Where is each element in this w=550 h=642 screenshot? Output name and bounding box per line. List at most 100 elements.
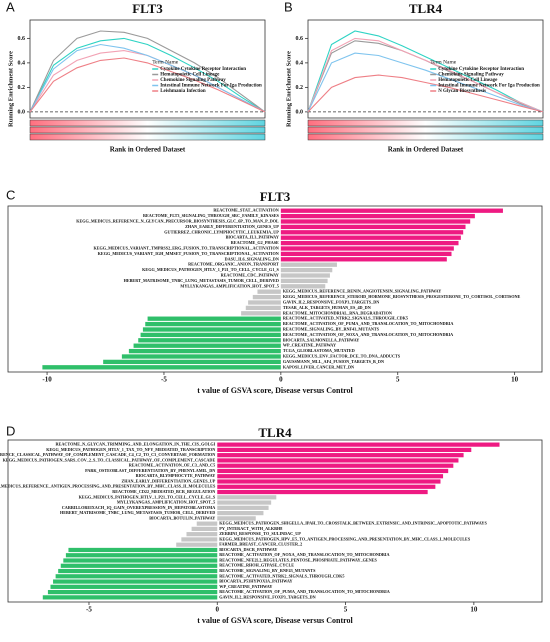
- bar-label: MYLLYKANGAS_AMPLIFICATION_HOT_SPOT_5: [180, 283, 278, 288]
- bar-label: REACTOME_ACTIVATION_OF_NOXA_AND_TRANSLOC…: [219, 552, 389, 557]
- bar: [42, 595, 218, 600]
- bar-label: REACTOME_NFE2L2_REGULATES_PENTOSE_PHOSPH…: [219, 557, 377, 562]
- bar: [186, 532, 218, 537]
- bar-label: HEBERT_MATRISOME_TNBC_LUNG_METASTASIS_TU…: [60, 510, 215, 515]
- bar-label: ZHAN_EARLY_DIFFERENTIATION_GENES_UP: [185, 224, 279, 229]
- rank-strip: [307, 119, 544, 127]
- bar: [217, 458, 459, 463]
- bar: [217, 516, 256, 521]
- y-axis-label: Running Enrichment Score: [7, 51, 14, 127]
- x-tick-label: 0: [279, 376, 283, 384]
- panel-label: A: [6, 0, 15, 14]
- bar-label: BIOCARTA_P53HYPOXIA_PATHWAY: [219, 579, 292, 584]
- bar: [63, 558, 218, 563]
- bar-label: REACTOME_FLT3_SIGNALING_THROUGH_SRC_FAMI…: [143, 213, 280, 218]
- bar-label: KEGG_MEDICUS_VARIANT_IGH_MMSET_FUSION_TO…: [98, 251, 279, 256]
- bar: [50, 584, 218, 589]
- bar-label: KEGG_MEDICUS_REFERENCE_STEROID_HORMONE_B…: [283, 294, 521, 299]
- legend-title: Term Name: [152, 59, 179, 65]
- bar: [280, 208, 503, 213]
- bar-label: KEGG_MEDICUS_PATHOGEN_SHIGELLA_IPAH_TO_C…: [219, 521, 487, 526]
- chart-title: TLR4: [258, 425, 292, 440]
- panel-label: B: [284, 0, 293, 14]
- bar: [217, 489, 428, 495]
- bar-label: MYLLYKANGAS_AMPLIFICATION_HOT_SPOT_5: [117, 500, 215, 505]
- bar-label: REACTOME_CDC_PATHWAY: [221, 272, 279, 277]
- bar-label: BIOCARTA_SALMONELLA_PATHWAY: [283, 337, 359, 342]
- bar-label: KEGG_MEDICUS_REFERENCE_N_GLYCAN_PRECURSO…: [76, 218, 279, 223]
- enrichment-curve: [307, 37, 544, 113]
- bar: [280, 257, 447, 262]
- bar: [280, 273, 330, 278]
- x-tick-label: -5: [86, 606, 92, 614]
- y-tick-label: 0.2: [18, 85, 26, 91]
- bar: [181, 537, 218, 542]
- rank-strip: [307, 133, 544, 141]
- bar-label: REACTOME_STAT_ACTIVATION: [213, 208, 278, 213]
- x-tick-label: 10: [511, 376, 519, 384]
- enrichment-curve: [29, 57, 266, 113]
- x-axis-label: t value of GSVA score, Disease versus Co…: [197, 616, 353, 625]
- rank-strip: [29, 133, 266, 141]
- bar: [217, 510, 264, 516]
- legend-label: Cytokine Cytokine Receptor Interaction: [160, 67, 246, 72]
- x-tick-label: 5: [396, 376, 400, 384]
- bar: [140, 332, 281, 338]
- x-axis-label: t value of GSVA score, Disease versus Co…: [197, 386, 353, 395]
- plot-frame: [7, 439, 543, 603]
- bar-label: BIOCARTA_IL3_PATHWAY: [226, 235, 279, 240]
- enrichment-curve: [29, 30, 266, 113]
- legend-label: Intestinal Immune Network For Iga Produc…: [438, 84, 540, 89]
- bar-label: WP_CREATINE_PATHWAY: [219, 584, 272, 589]
- bar-label: KEGG_MEDICUS_REFERENCE_RENIN_ANGIOTENSIN…: [283, 289, 441, 294]
- bar-label: REACTOME_G2_PHASE: [231, 240, 279, 245]
- bar: [42, 365, 281, 370]
- bar: [60, 563, 218, 568]
- bar: [217, 474, 444, 479]
- bar: [241, 311, 281, 316]
- bar-label: ZERBINI_RESPONSE_TO_SULINDAC_UP: [219, 531, 301, 536]
- bar-label: CARRILLOREIXACH_1Q_GAIN_OVEREXPRESSION_I…: [62, 505, 216, 510]
- bar-label: REACTOME_ACTIVATION_OF_PUMA_AND_TRANSLOC…: [283, 321, 454, 326]
- bar-label: KEGG_MEDICUS_PATHOGEN_HTLV_1_P21_TO_CELL…: [142, 267, 279, 272]
- bar: [142, 327, 281, 332]
- enrichment-curve: [307, 52, 544, 113]
- bar-label: BIOCARTA_DSCR_PATHWAY: [219, 547, 277, 552]
- bar: [217, 468, 449, 474]
- bar-label: REACTOME_ACTIVATED_NTRK2_SIGNALS_THROUGH…: [219, 573, 344, 578]
- bar-label: KEGG_MEDICUS_PATHOGEN_HTLV_1_TAX_TO_NFY_…: [46, 447, 215, 452]
- bar: [217, 500, 272, 505]
- bar: [68, 547, 218, 553]
- bar-label: REACTOME_ACTIVATED_NTRK2_SIGNALS_THROUGH…: [283, 316, 408, 321]
- plot-frame: [7, 205, 543, 373]
- bar: [280, 240, 459, 246]
- bar: [217, 447, 472, 453]
- bar: [145, 321, 281, 327]
- bar: [53, 579, 218, 584]
- y-tick-label: 0.6: [296, 36, 304, 42]
- legend-title: Term Name: [430, 59, 457, 65]
- bar-label: TCGA_GLIOBLASTOMA_MUTATED: [283, 348, 355, 353]
- bar: [280, 278, 328, 284]
- bar-label: KEGG_MEDICUS_PATHOGEN_SARS_COV_2_S_TO_CL…: [3, 457, 216, 462]
- legend-label: Hematopoietic Cell Lineage: [160, 73, 220, 78]
- x-tick-label: -10: [42, 376, 52, 384]
- bar-label: REACTOME_RHOH_GTPASE_CYCLE: [219, 563, 294, 568]
- rank-strip: [307, 126, 544, 134]
- bar: [55, 574, 218, 579]
- bar: [280, 267, 333, 273]
- bar: [280, 246, 454, 251]
- bar: [280, 284, 326, 289]
- bar: [196, 521, 218, 526]
- bar-label: GUTIERREZ_CHRONIC_LYMPHOCYTIC_LEUKEMIA_U…: [164, 229, 279, 234]
- panel-label: D: [6, 423, 15, 438]
- bar: [245, 305, 281, 311]
- x-axis-label: Rank in Ordered Dataset: [388, 146, 464, 154]
- bar-label: REACTOME_ACTIVATION_OF_NOXA_AND_TRANSLOC…: [283, 332, 453, 337]
- chart-title: FLT3: [132, 1, 163, 16]
- bar: [217, 442, 500, 447]
- enrichment-curve: [307, 40, 544, 113]
- bar-label: DASU_IL6_SIGNALING_DN: [225, 256, 279, 261]
- enrichment-curve: [29, 43, 266, 113]
- x-tick-label: -5: [161, 376, 167, 384]
